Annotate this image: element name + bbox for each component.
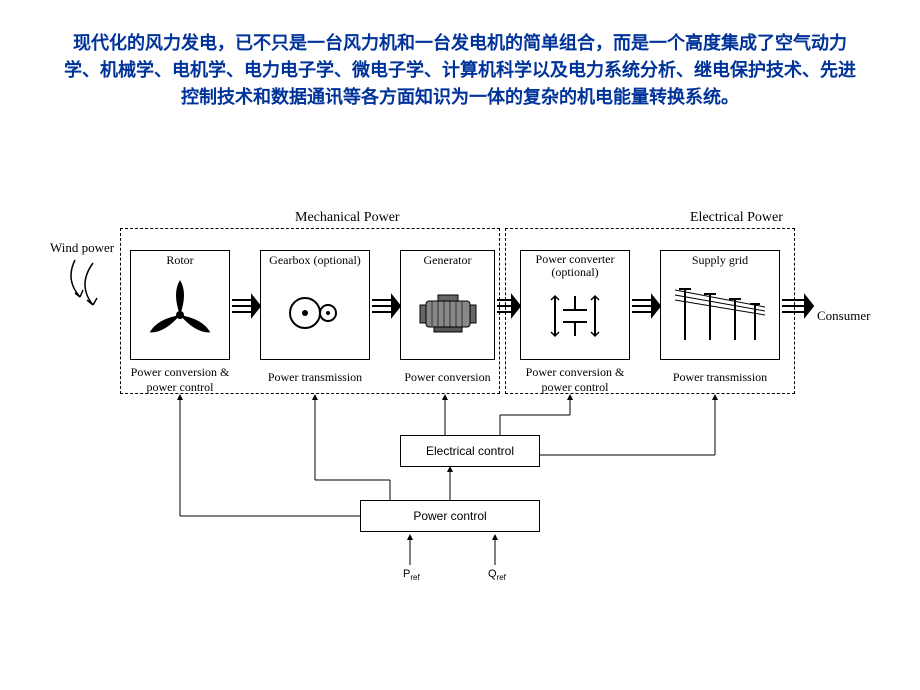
pref-label: Pref bbox=[403, 568, 420, 582]
wind-power-diagram: Mechanical Power Electrical Power Wind p… bbox=[50, 210, 870, 610]
flow-arrows bbox=[50, 210, 870, 610]
qref-label: Qref bbox=[488, 568, 506, 582]
power-control-box: Power control bbox=[360, 500, 540, 532]
header-text: 现代化的风力发电，已不只是一台风力机和一台发电机的简单组合，而是一个高度集成了空… bbox=[0, 0, 920, 111]
electrical-control-box: Electrical control bbox=[400, 435, 540, 467]
